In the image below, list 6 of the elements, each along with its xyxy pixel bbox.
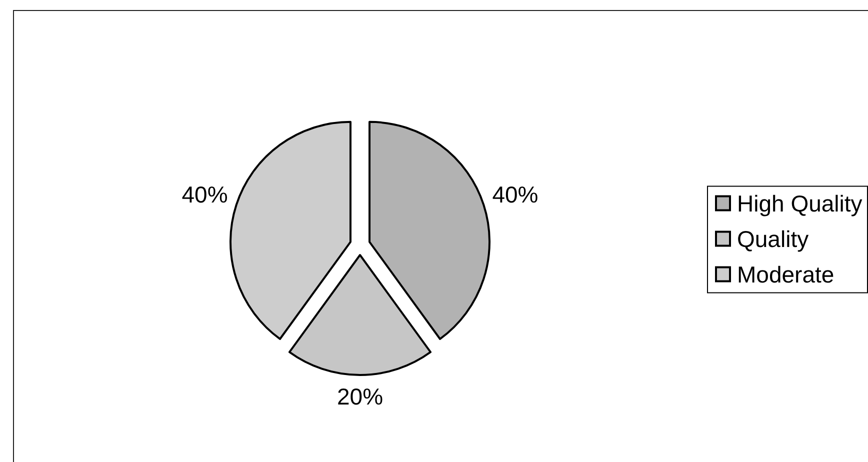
legend-label: Quality [737,226,810,252]
data-label: 40% [492,182,538,208]
legend-label: Moderate [737,261,834,288]
data-label: 20% [336,384,384,410]
legend-label: High Quality [737,190,863,216]
data-label: 40% [182,182,228,208]
